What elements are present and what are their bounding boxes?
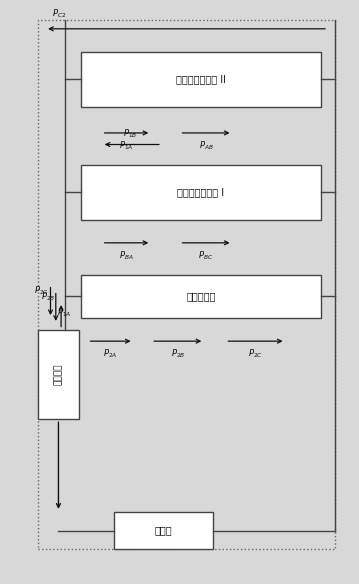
Text: 计量单元控制器 I: 计量单元控制器 I: [177, 187, 224, 197]
Text: $P_{1A}$: $P_{1A}$: [119, 140, 134, 152]
Text: 变包器: 变包器: [155, 526, 172, 536]
Text: $P_{2C}$: $P_{2C}$: [248, 347, 263, 360]
Text: 电度表模块: 电度表模块: [186, 291, 215, 301]
Text: 线路阻抗: 线路阻抗: [54, 364, 63, 385]
Text: 计量单元控制器 II: 计量单元控制器 II: [176, 74, 226, 85]
Text: $P_{2C}$: $P_{2C}$: [34, 284, 49, 297]
Bar: [38, 20, 335, 550]
Text: $P_{AB}$: $P_{AB}$: [199, 140, 213, 152]
Bar: [80, 52, 321, 107]
Bar: [38, 329, 79, 419]
Text: $P_{BC}$: $P_{BC}$: [199, 249, 214, 262]
Text: $P_{C2}$: $P_{C2}$: [52, 8, 66, 20]
Text: $P_{2A}$: $P_{2A}$: [103, 347, 118, 360]
Text: $P_{2B}$: $P_{2B}$: [171, 347, 185, 360]
Text: $P_{1B}$: $P_{1B}$: [123, 128, 137, 140]
Text: $P_{BA}$: $P_{BA}$: [119, 249, 134, 262]
Text: $P_{2B}$: $P_{2B}$: [42, 290, 56, 303]
Bar: [114, 512, 213, 550]
Bar: [80, 165, 321, 220]
Bar: [80, 274, 321, 318]
Text: $P_{1A}$: $P_{1A}$: [57, 307, 72, 319]
